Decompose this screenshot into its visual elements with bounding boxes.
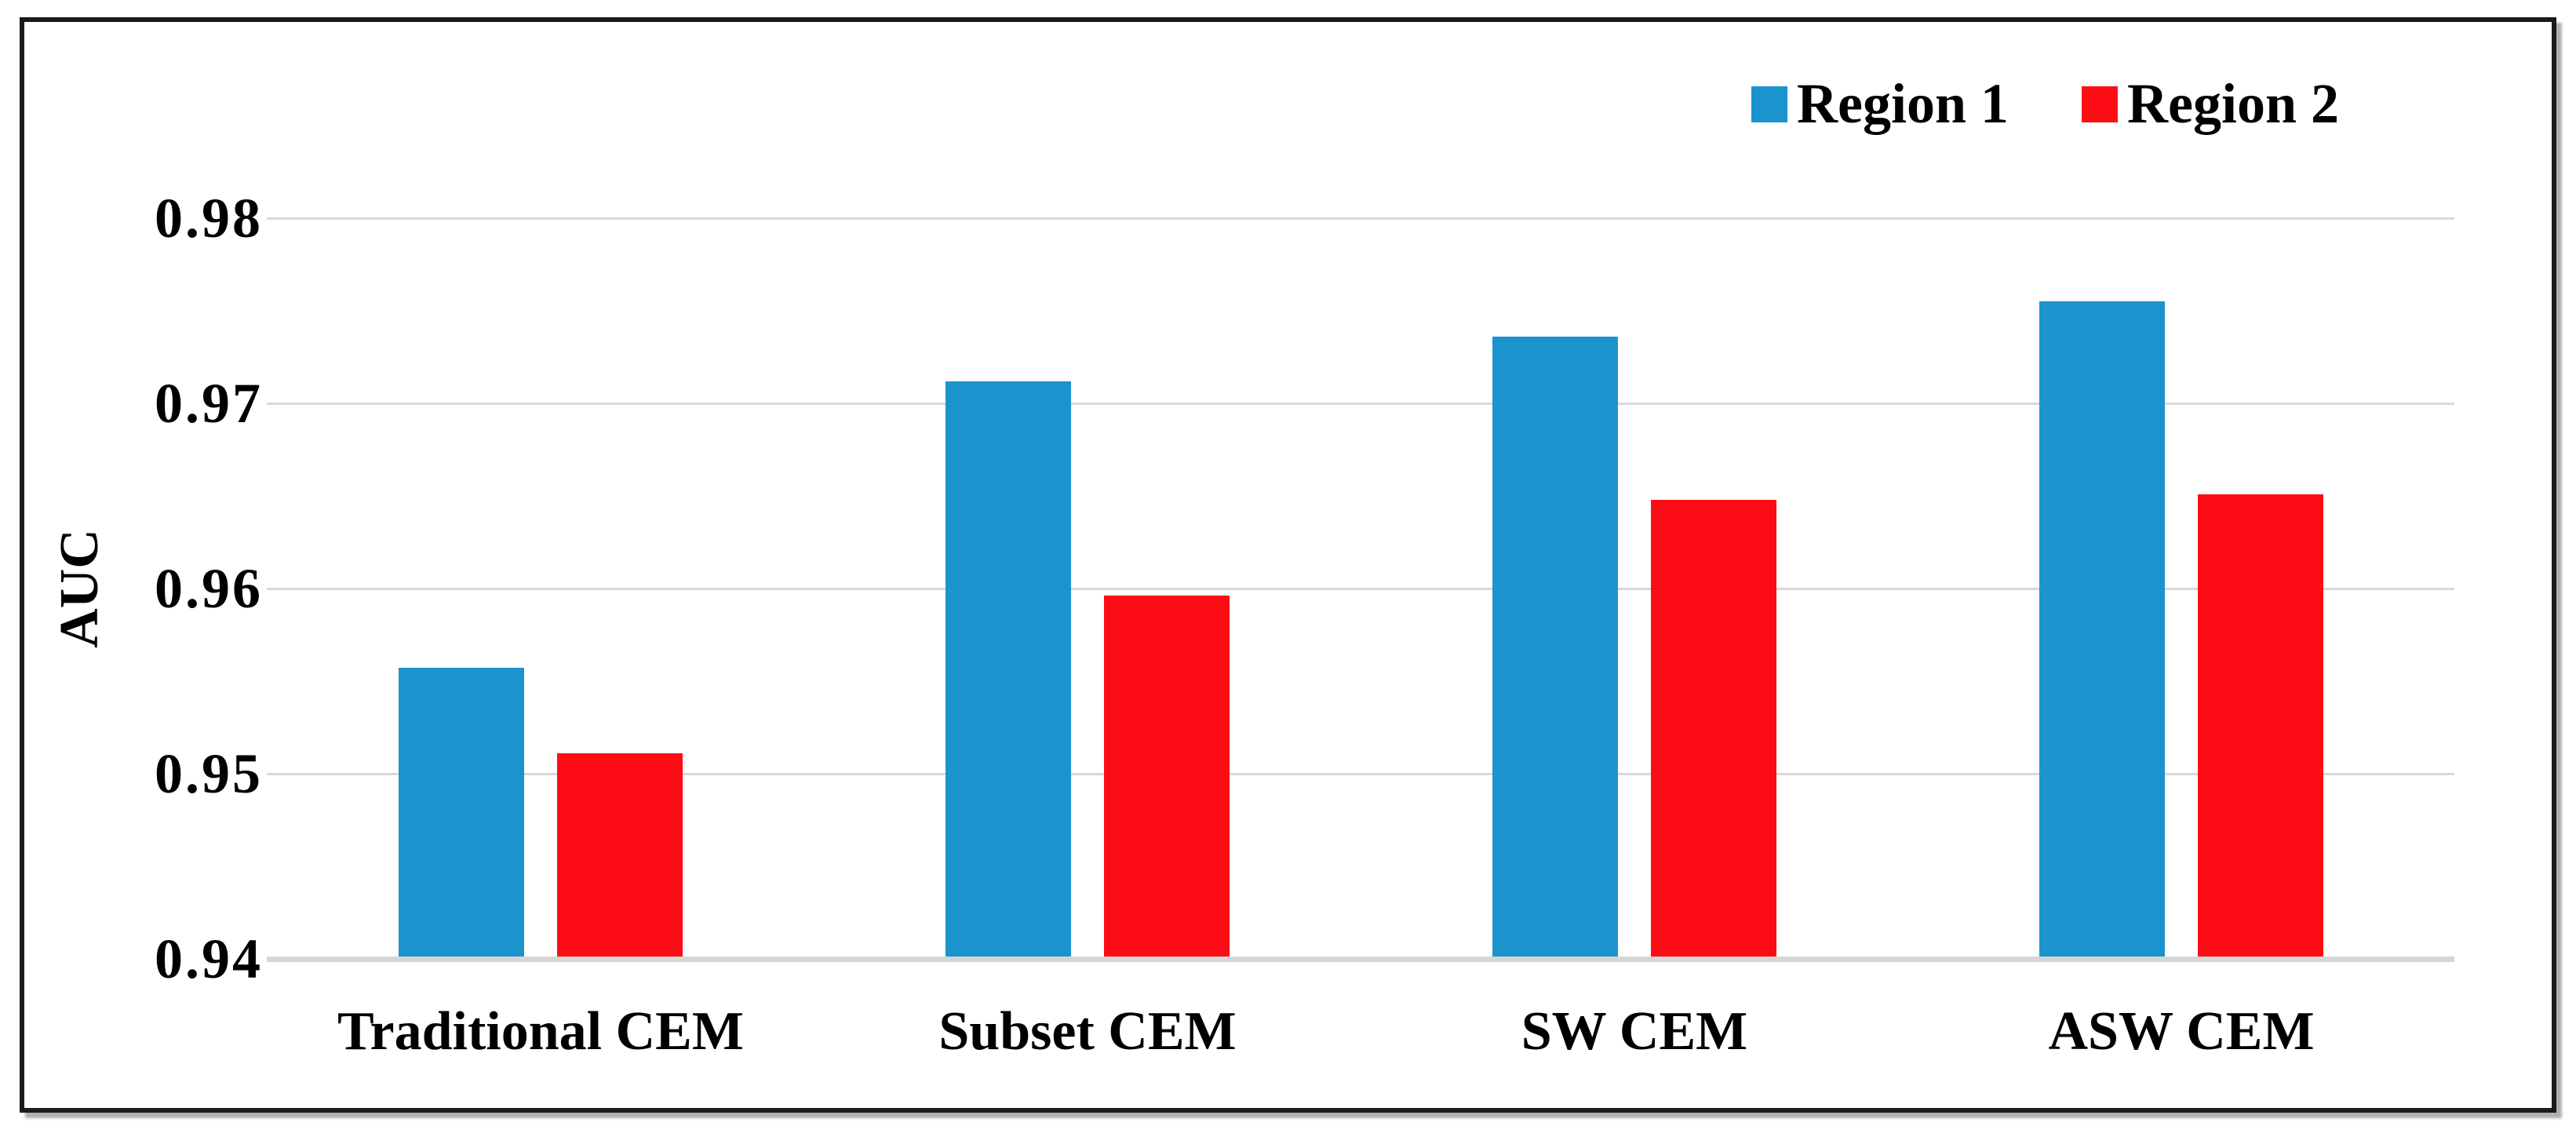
gridline-0.98 xyxy=(267,217,2454,220)
x-category-label-traditional-cem: Traditional CEM xyxy=(337,1001,744,1062)
gridline-0.96 xyxy=(267,588,2454,590)
y-tick-label-0.97: 0.97 xyxy=(155,372,263,435)
legend-swatch-region-1 xyxy=(1751,86,1787,122)
y-tick-label-0.94: 0.94 xyxy=(155,927,263,990)
bar-region-1-sw-cem xyxy=(1492,337,1618,959)
bar-region-1-subset-cem xyxy=(946,381,1071,959)
x-category-label-asw-cem: ASW CEM xyxy=(2048,1001,2315,1062)
y-tick-label-0.98: 0.98 xyxy=(155,187,263,250)
legend-item-region-2: Region 2 xyxy=(2082,75,2339,132)
y-tick-label-0.95: 0.95 xyxy=(155,742,263,805)
gridline-0.95 xyxy=(267,773,2454,775)
x-category-label-subset-cem: Subset CEM xyxy=(938,1001,1237,1062)
bar-region-2-traditional-cem xyxy=(557,753,683,959)
legend-swatch-region-2 xyxy=(2082,86,2118,122)
legend-label-region-1: Region 1 xyxy=(1797,72,2009,135)
x-category-label-sw-cem: SW CEM xyxy=(1521,1001,1748,1062)
bar-region-1-traditional-cem xyxy=(399,668,524,959)
legend-item-region-1: Region 1 xyxy=(1751,75,2009,132)
bar-region-2-asw-cem xyxy=(2198,494,2323,959)
bar-region-2-sw-cem xyxy=(1651,499,1776,959)
bar-region-1-asw-cem xyxy=(2039,301,2165,959)
x-axis-line xyxy=(267,957,2454,962)
bar-region-2-subset-cem xyxy=(1104,596,1230,959)
gridline-0.97 xyxy=(267,403,2454,405)
legend-label-region-2: Region 2 xyxy=(2127,72,2339,135)
y-tick-label-0.96: 0.96 xyxy=(155,557,263,620)
